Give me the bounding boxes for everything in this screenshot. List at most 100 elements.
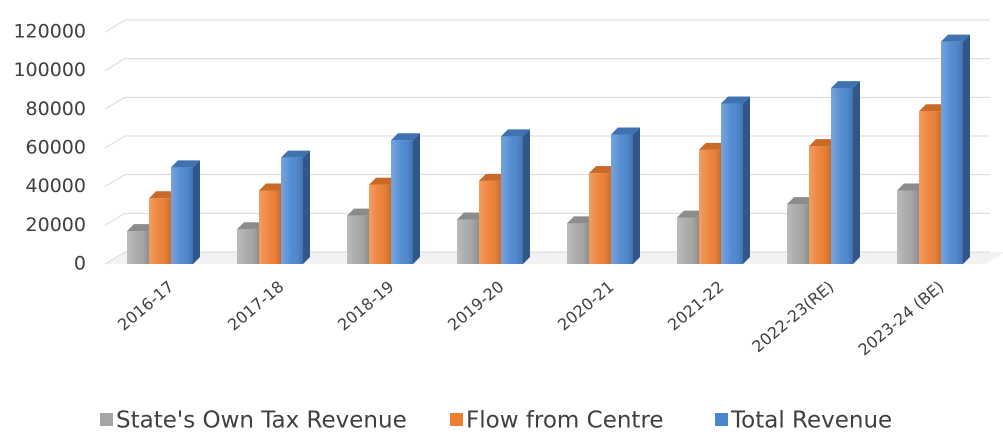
bar-side <box>633 127 640 264</box>
bar-shade <box>171 167 193 264</box>
bar-side-dark <box>523 129 530 264</box>
bar <box>171 160 200 264</box>
bar-shade <box>787 204 809 264</box>
bar-top <box>259 183 288 191</box>
floor <box>105 252 1003 264</box>
bar-shade <box>809 146 831 264</box>
x-tick-label: 2019-20 <box>444 277 507 335</box>
bar-side-dark <box>193 160 200 264</box>
bar-top-dark <box>259 183 288 191</box>
grid-line <box>104 96 126 110</box>
bar-shade <box>941 41 963 264</box>
bar <box>501 129 530 264</box>
bar-top-dark <box>941 34 970 42</box>
x-tick-label: 2020-21 <box>554 277 617 335</box>
bar-shade <box>369 184 391 264</box>
x-tick-label: 2022-23(RE) <box>748 277 837 356</box>
bar-shade <box>457 219 479 264</box>
bar-shade <box>567 223 589 264</box>
x-tick-label: 2017-18 <box>224 277 287 335</box>
x-tick-label: 2021-22 <box>664 277 727 335</box>
bar-side-dark <box>743 96 750 265</box>
bar-top <box>369 177 398 185</box>
bar <box>391 133 420 264</box>
bar-top <box>501 129 530 137</box>
bar-side <box>193 160 200 264</box>
bar-top <box>721 96 750 104</box>
bar-side <box>413 133 420 264</box>
bar-shade <box>281 157 303 264</box>
bar-side-dark <box>963 34 970 264</box>
grid-line <box>104 135 126 149</box>
legend-swatch <box>450 413 463 426</box>
bar-side-dark <box>853 81 860 264</box>
bar-top-dark <box>721 96 750 104</box>
legend-swatch <box>715 413 728 426</box>
bar-shade <box>831 88 853 264</box>
bar-side-dark <box>413 133 420 264</box>
bar-top-dark <box>831 81 860 89</box>
bar-shade <box>611 134 633 264</box>
bar-shade <box>149 198 171 264</box>
bar-top-dark <box>897 183 926 191</box>
legend-label: State's Own Tax Revenue <box>116 408 407 434</box>
bar <box>919 104 948 265</box>
bar <box>611 127 640 264</box>
x-tick-label: 2016-17 <box>114 277 177 335</box>
bar <box>281 150 310 264</box>
bar-shade <box>897 190 919 264</box>
legend-label: Total Revenue <box>730 408 892 434</box>
bar-top-dark <box>237 222 266 230</box>
grid-line <box>104 19 126 33</box>
bar-top <box>567 216 596 224</box>
bar-top-dark <box>347 208 376 216</box>
x-tick-label: 2023-24 (BE) <box>854 277 947 359</box>
bar-top <box>281 150 310 158</box>
legend-swatch <box>100 413 113 426</box>
bar-top <box>809 139 838 147</box>
bar-top <box>171 160 200 168</box>
bar-top <box>347 208 376 216</box>
bar-top <box>589 166 618 174</box>
bar-top-dark <box>479 173 508 181</box>
bar <box>831 81 860 264</box>
bar-top-dark <box>127 224 156 232</box>
bar-top <box>941 34 970 42</box>
y-tick-label: 120000 <box>13 21 86 43</box>
bar-top-dark <box>171 160 200 168</box>
bar-shade <box>919 111 941 265</box>
bar-top-dark <box>809 139 838 147</box>
x-tick-label: 2018-19 <box>334 277 397 335</box>
bar-top <box>391 133 420 141</box>
bar-top <box>787 197 816 205</box>
bar-side <box>523 129 530 264</box>
bar-top-dark <box>149 191 178 199</box>
bar-side <box>853 81 860 264</box>
bar-shade <box>677 217 699 264</box>
bar-top-dark <box>677 210 706 218</box>
bar-side <box>303 150 310 264</box>
bar <box>721 96 750 265</box>
bar-top <box>677 210 706 218</box>
bar-top <box>479 173 508 181</box>
bar-top-dark <box>457 212 486 220</box>
bar-shade <box>501 136 523 264</box>
bar-top <box>919 104 948 112</box>
bar-shade <box>479 180 501 264</box>
bar-top <box>897 183 926 191</box>
bar-shade <box>589 173 611 264</box>
bar-top <box>831 81 860 89</box>
bar-top <box>149 191 178 199</box>
bar-shade <box>699 149 721 264</box>
grid-line <box>104 174 126 188</box>
bar-top-dark <box>501 129 530 137</box>
bar-shade <box>347 215 369 264</box>
bar-top-dark <box>369 177 398 185</box>
bar-side-dark <box>303 150 310 264</box>
bar-top-dark <box>567 216 596 224</box>
bar-top-dark <box>611 127 640 135</box>
y-tick-label: 40000 <box>26 175 86 197</box>
bar-side-dark <box>633 127 640 264</box>
bar-shade <box>259 190 281 264</box>
